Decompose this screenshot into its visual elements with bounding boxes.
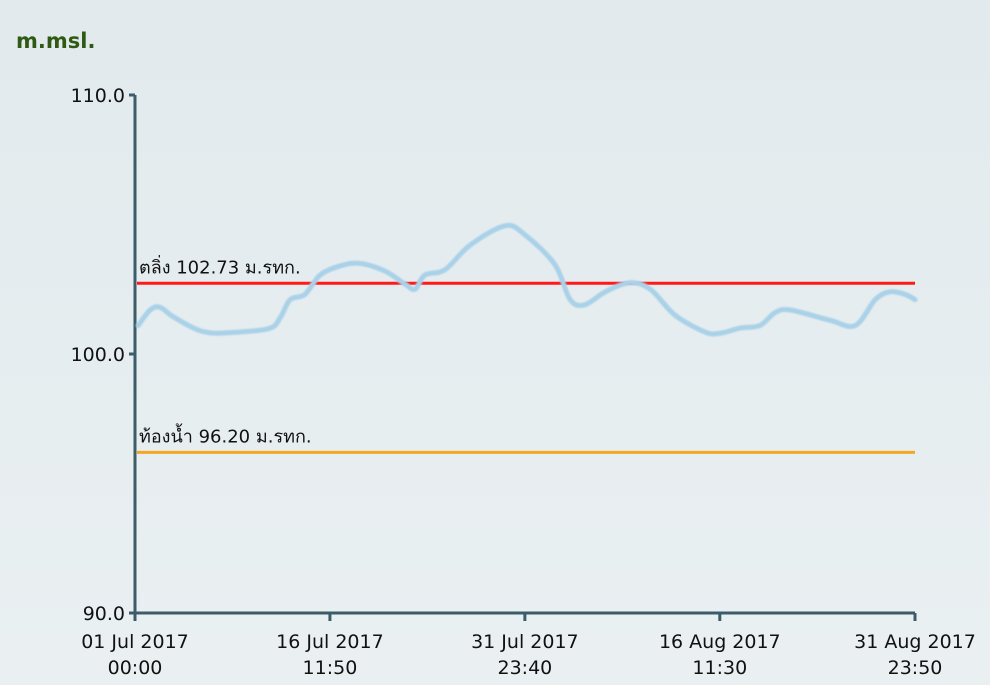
x-tick-label: 11:30	[692, 657, 747, 679]
x-tick-label: 23:40	[497, 657, 552, 679]
x-tick-label: 23:50	[888, 657, 943, 679]
y-tick-label: 90.0	[83, 603, 125, 625]
reference-label: ท้องน้ำ 96.20 ม.รทก.	[139, 423, 312, 447]
y-tick-label: 110.0	[71, 85, 125, 107]
series-line	[135, 222, 918, 337]
x-tick-label: 00:00	[108, 657, 163, 679]
x-tick-label: 01 Jul 2017	[81, 631, 189, 653]
x-tick-label: 31 Aug 2017	[854, 631, 976, 653]
y-tick-label: 100.0	[71, 344, 125, 366]
reference-label: ตลิ่ง 102.73 ม.รทก.	[139, 254, 301, 278]
x-tick-label: 31 Jul 2017	[471, 631, 579, 653]
y-axis-label: m.msl.	[16, 29, 95, 53]
x-tick-label: 16 Jul 2017	[276, 631, 384, 653]
x-tick-label: 11:50	[303, 657, 358, 679]
x-tick-label: 16 Aug 2017	[659, 631, 781, 653]
